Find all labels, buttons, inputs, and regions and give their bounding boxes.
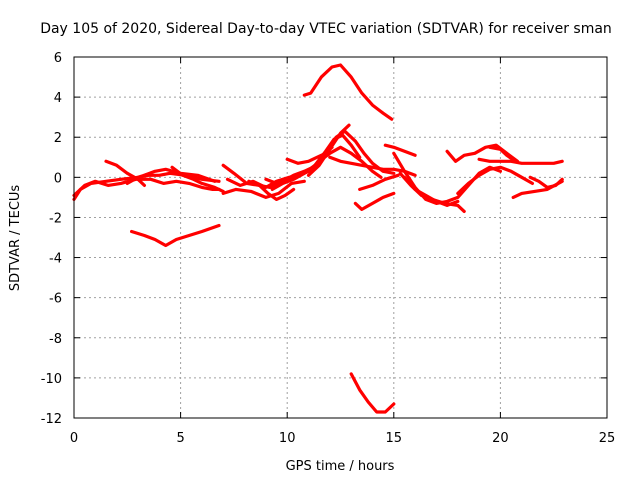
data-track-track-4 xyxy=(125,171,221,185)
data-track-track-25 xyxy=(402,175,460,207)
data-track-track-18 xyxy=(358,173,400,191)
y-tick-label: 4 xyxy=(54,91,62,106)
y-axis-ticks: 6 4 2 0 -2 -4 -6 -8 -10 -12 xyxy=(41,51,607,427)
data-track-track-13 xyxy=(270,133,362,191)
data-track-track-30 xyxy=(511,179,564,199)
data-track-track-28 xyxy=(477,157,564,165)
x-axis-ticks: 0 5 10 15 20 25 xyxy=(70,57,615,446)
y-tick-label: 0 xyxy=(54,171,62,186)
chart-title: Day 105 of 2020, Sidereal Day-to-day VTE… xyxy=(40,21,612,37)
data-track-track-2 xyxy=(72,177,221,197)
y-tick-label: -12 xyxy=(41,412,62,427)
y-tick-label: -4 xyxy=(49,252,62,267)
data-track-track-22 xyxy=(383,143,417,157)
plot-frame xyxy=(73,56,608,419)
data-track-track-7 xyxy=(130,223,221,248)
y-tick-label: -8 xyxy=(49,332,62,347)
x-tick-label: 10 xyxy=(279,431,296,446)
data-track-track-20 xyxy=(353,191,396,211)
y-tick-label: -2 xyxy=(49,211,62,226)
x-tick-label: 15 xyxy=(386,431,403,446)
data-track-track-9 xyxy=(221,179,306,199)
x-tick-label: 20 xyxy=(492,431,509,446)
x-axis-label: GPS time / hours xyxy=(286,459,395,474)
data-track-track-6 xyxy=(170,165,225,193)
x-tick-label: 25 xyxy=(599,431,616,446)
y-tick-label: 2 xyxy=(54,131,62,146)
data-track-track-19 xyxy=(302,63,394,121)
data-track-track-31 xyxy=(528,175,564,189)
y-axis-label: SDTVAR / TECUs xyxy=(8,185,23,292)
data-track-track-5 xyxy=(142,167,217,183)
y-tick-label: 6 xyxy=(54,51,62,66)
data-track-track-23 xyxy=(392,151,502,205)
data-track-track-3 xyxy=(104,159,146,187)
x-tick-label: 0 xyxy=(70,431,78,446)
data-tracks xyxy=(72,63,564,414)
data-track-track-11 xyxy=(247,179,296,201)
x-tick-label: 5 xyxy=(176,431,184,446)
data-track-track-27 xyxy=(456,165,535,195)
data-track-track-17 xyxy=(328,155,417,177)
data-track-track-29 xyxy=(488,145,517,163)
y-tick-label: -10 xyxy=(41,372,62,387)
y-tick-label: -6 xyxy=(49,292,62,307)
data-track-track-21 xyxy=(349,372,396,414)
